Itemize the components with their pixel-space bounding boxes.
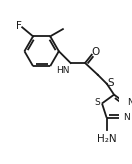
Text: F: F [16,21,22,31]
Text: HN: HN [56,66,70,75]
Text: N: N [127,98,132,107]
Text: O: O [91,47,99,57]
Text: H₂N: H₂N [97,134,116,144]
Text: S: S [107,78,114,88]
Text: S: S [95,98,100,107]
Text: N: N [123,113,129,122]
